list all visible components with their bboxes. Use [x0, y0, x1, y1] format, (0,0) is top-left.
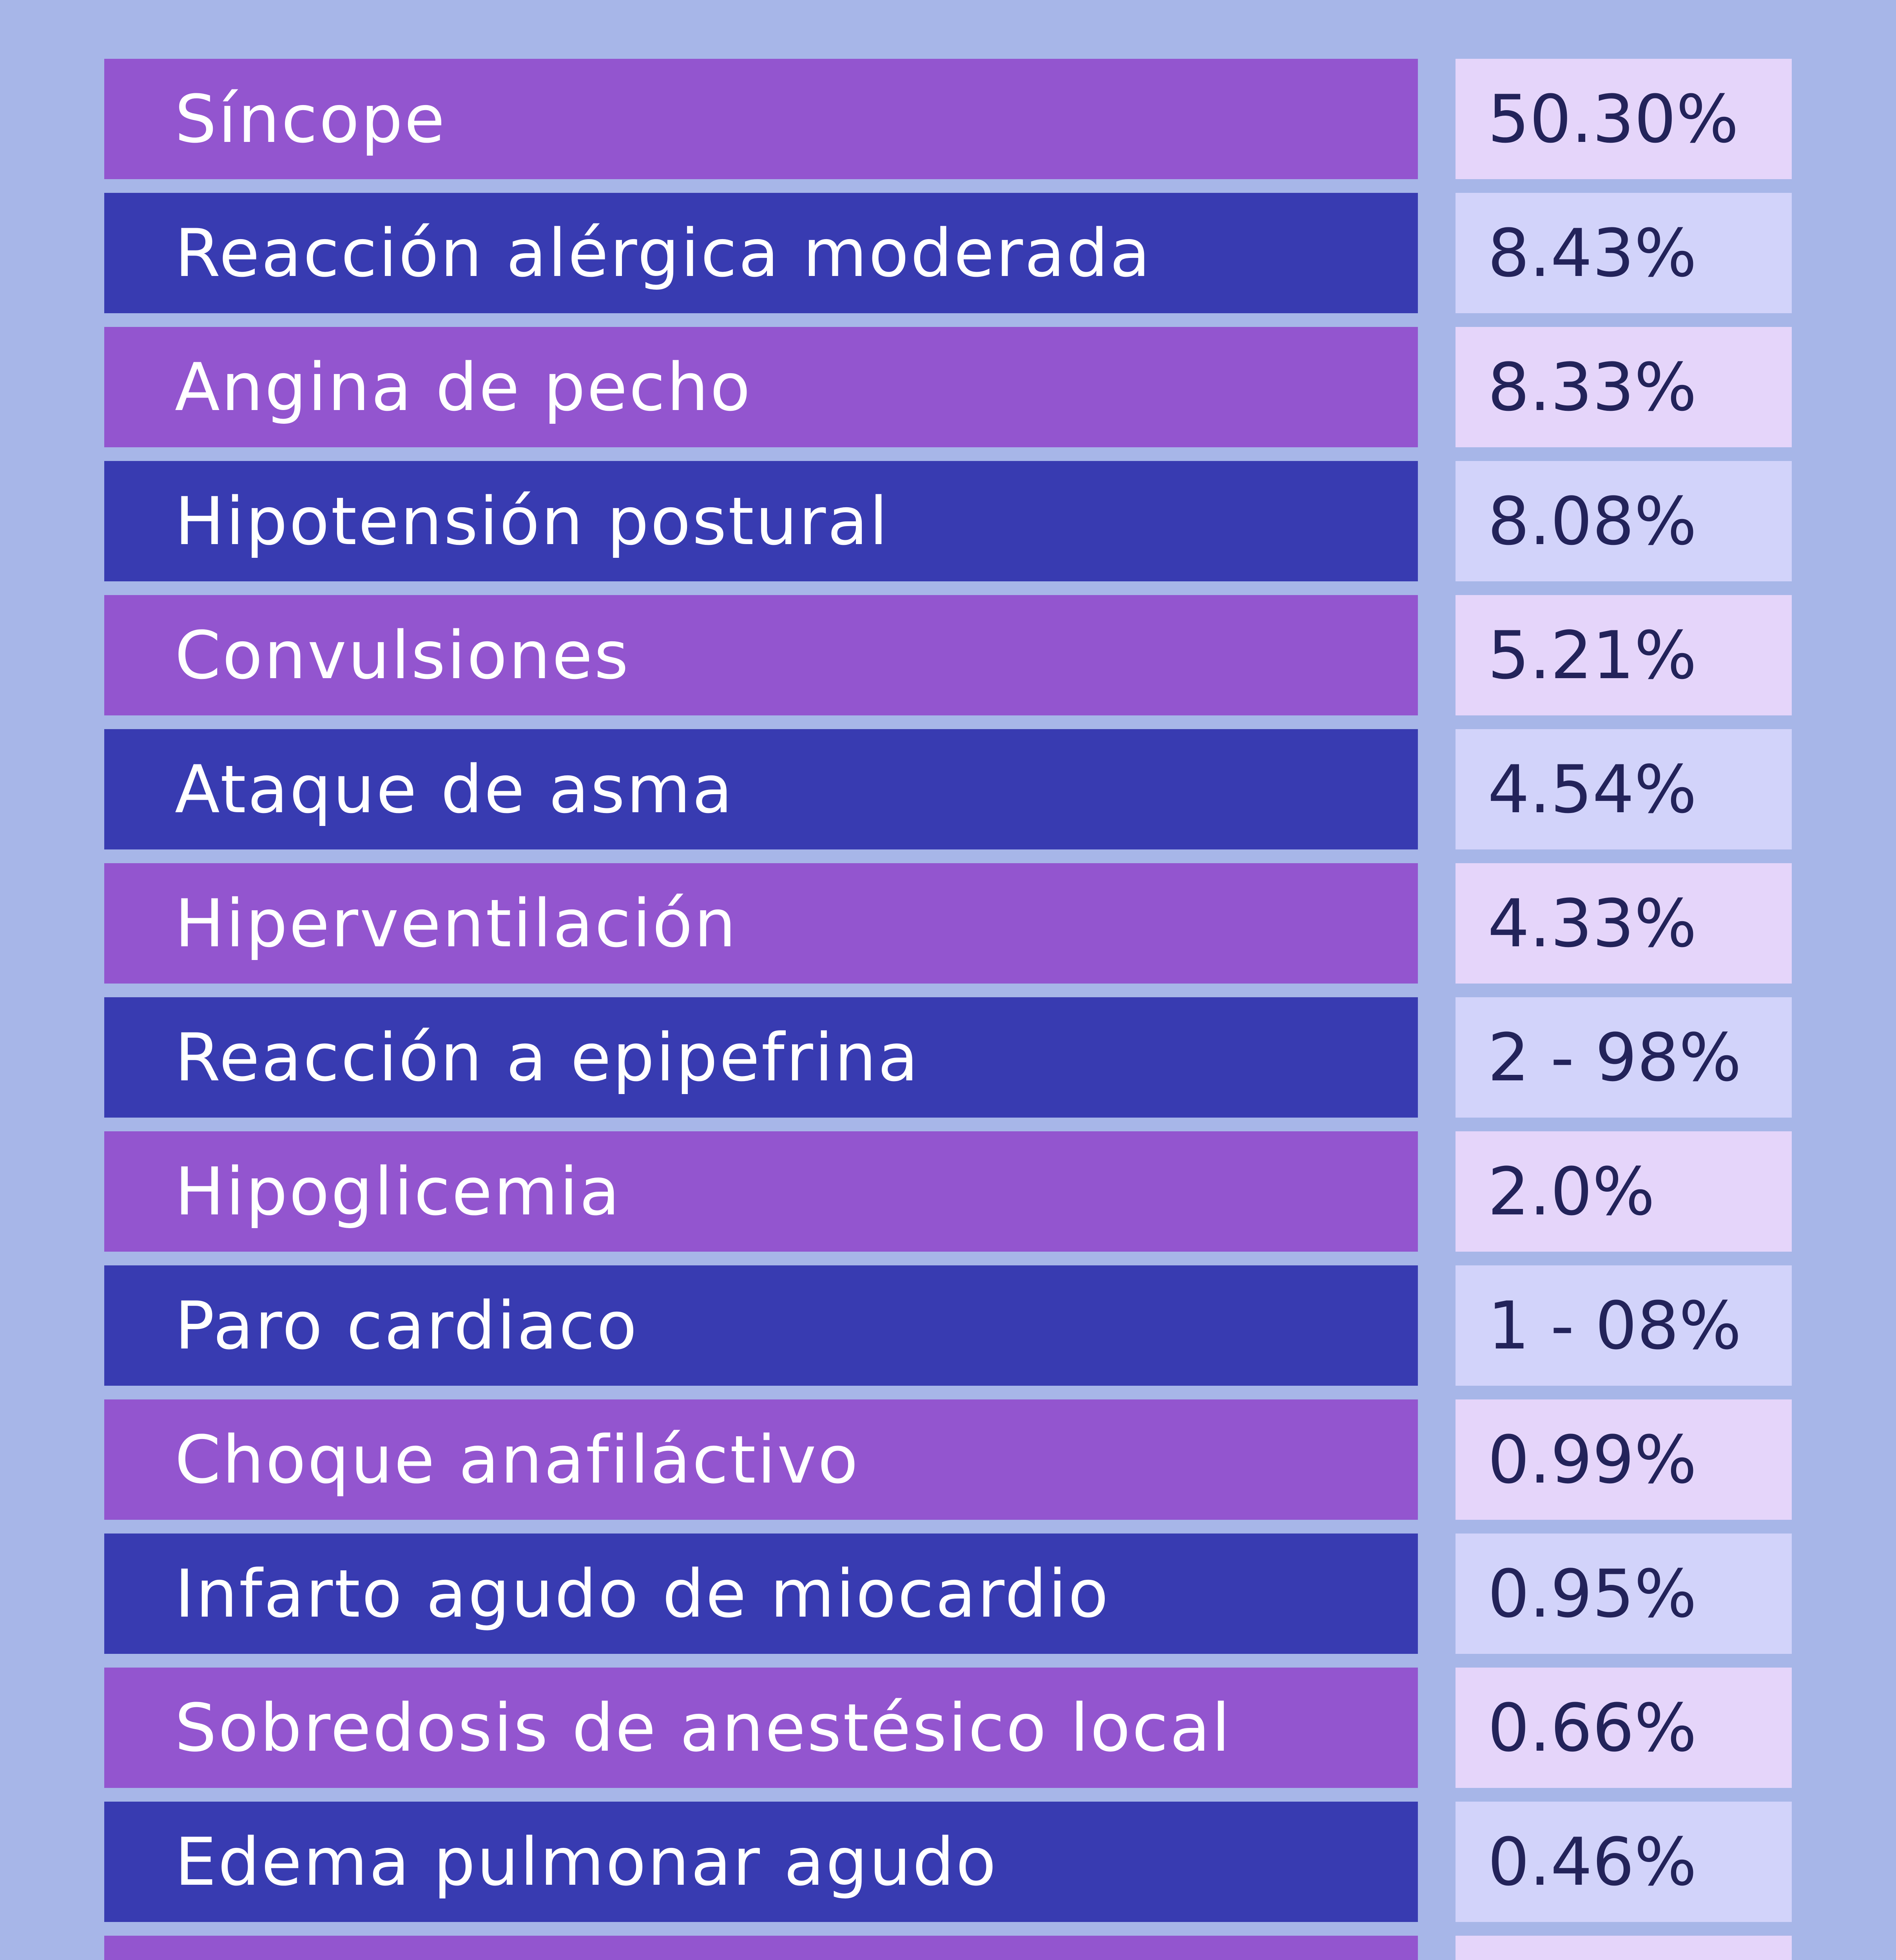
table-row: Hipotensión postural 8.08%	[104, 461, 1792, 581]
incidence-table: Síncope 50.30% Reacción alérgica moderad…	[104, 59, 1792, 1960]
incidence-value-cell: 4.54%	[1456, 729, 1792, 849]
emergency-name-cell: Reacción a epipefrina	[104, 997, 1418, 1118]
table-row: Síncope 50.30%	[104, 59, 1792, 179]
emergency-name-cell: Angina de pecho	[104, 327, 1418, 447]
incidence-value-cell: 2 - 98%	[1456, 997, 1792, 1118]
incidence-value-cell: 2.0%	[1456, 1131, 1792, 1252]
table-row: Edema pulmonar agudo 0.46%	[104, 1802, 1792, 1922]
incidence-value-cell: 0.46%	[1456, 1802, 1792, 1922]
emergency-name-cell: Síncope	[104, 59, 1418, 179]
incidence-value-cell: 8.33%	[1456, 327, 1792, 447]
emergency-name-cell: Infarto agudo de miocardio	[104, 1534, 1418, 1654]
incidence-value-cell: 8.43%	[1456, 193, 1792, 313]
table-row: Convulsiones 5.21%	[104, 595, 1792, 715]
incidence-value-cell: 4.33%	[1456, 863, 1792, 984]
table-row: Paro cardiaco 1 - 08%	[104, 1265, 1792, 1386]
incidence-value-cell: 1 - 08%	[1456, 1265, 1792, 1386]
emergency-name-cell: Hiperventilación	[104, 863, 1418, 984]
incidence-value-cell: 50.30%	[1456, 59, 1792, 179]
incidence-value-cell: 0.35%	[1456, 1936, 1792, 1960]
table-row: Reacción alérgica moderada 8.43%	[104, 193, 1792, 313]
incidence-value-cell: 0.95%	[1456, 1534, 1792, 1654]
table-row: Hipoglicemia 2.0%	[104, 1131, 1792, 1252]
emergency-name-cell: Sobredosis de anestésico local	[104, 1668, 1418, 1788]
table-row: Choque anafiláctivo 0.99%	[104, 1399, 1792, 1520]
incidence-value-cell: 0.66%	[1456, 1668, 1792, 1788]
table-row: Reacción a epipefrina 2 - 98%	[104, 997, 1792, 1118]
emergency-name-cell: Reacción alérgica moderada	[104, 193, 1418, 313]
emergency-name-cell: Hipoglicemia	[104, 1131, 1418, 1252]
table-row: Angina de pecho 8.33%	[104, 327, 1792, 447]
table-row: Coma diabético 0.35%	[104, 1936, 1792, 1960]
incidence-value-cell: 5.21%	[1456, 595, 1792, 715]
table-row: Hiperventilación 4.33%	[104, 863, 1792, 984]
table-row: Sobredosis de anestésico local 0.66%	[104, 1668, 1792, 1788]
incidence-value-cell: 0.99%	[1456, 1399, 1792, 1520]
table-row: Ataque de asma 4.54%	[104, 729, 1792, 849]
incidence-value-cell: 8.08%	[1456, 461, 1792, 581]
emergency-name-cell: Convulsiones	[104, 595, 1418, 715]
emergency-name-cell: Choque anafiláctivo	[104, 1399, 1418, 1520]
emergency-name-cell: Paro cardiaco	[104, 1265, 1418, 1386]
emergency-name-cell: Ataque de asma	[104, 729, 1418, 849]
emergency-name-cell: Coma diabético	[104, 1936, 1418, 1960]
table-row: Infarto agudo de miocardio 0.95%	[104, 1534, 1792, 1654]
emergency-name-cell: Hipotensión postural	[104, 461, 1418, 581]
emergency-name-cell: Edema pulmonar agudo	[104, 1802, 1418, 1922]
